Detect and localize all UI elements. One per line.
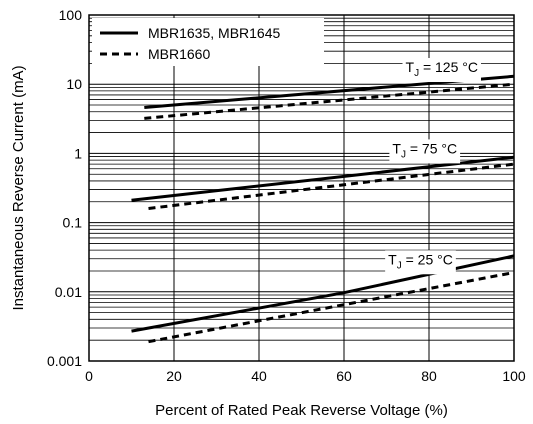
- legend-label: MBR1635, MBR1645: [148, 25, 281, 41]
- x-tick-label: 100: [502, 368, 526, 384]
- y-tick-label: 0.001: [47, 353, 82, 369]
- series-line-solid-25c: [131, 254, 515, 333]
- x-tick-label: 40: [251, 368, 267, 384]
- series-group: [131, 74, 515, 344]
- legend-box: [92, 18, 324, 66]
- annotation-text: TJ = 75 °C: [392, 140, 457, 160]
- temperature-annotation: TJ = 125 °C: [402, 58, 481, 83]
- x-tick-label: 20: [166, 368, 182, 384]
- y-tick-label: 100: [59, 7, 83, 23]
- y-tick-label: 10: [66, 76, 82, 92]
- annotations: TJ = 125 °C TJ = 75 °C TJ = 25 °C: [385, 58, 481, 275]
- x-tick-label: 60: [336, 368, 352, 384]
- y-axis-label: Instantaneous Reverse Current (mA): [10, 65, 27, 310]
- plot-frame: [88, 14, 515, 362]
- x-tick-label: 0: [85, 368, 93, 384]
- series-line-dashed-125c: [144, 82, 515, 120]
- y-tick-label: 0.1: [63, 215, 83, 231]
- x-axis-label: Percent of Rated Peak Reverse Voltage (%…: [155, 402, 448, 419]
- legend: MBR1635, MBR1645 MBR1660: [92, 18, 324, 66]
- annotation-text: TJ = 125 °C: [406, 59, 478, 79]
- series-line-solid-75c: [131, 155, 515, 202]
- legend-label: MBR1660: [148, 46, 210, 62]
- series-line-dashed-25c: [148, 271, 515, 344]
- y-tick-label: 0.01: [55, 284, 82, 300]
- temperature-annotation: TJ = 25 °C: [385, 250, 456, 275]
- y-tick-label: 1: [74, 145, 82, 161]
- tick-labels: 0 20 40 60 80 100 0.001 0.01 0.1 1 10 100: [47, 7, 526, 384]
- temperature-annotation: TJ = 75 °C: [389, 139, 461, 164]
- series-line-dashed-75c: [148, 162, 515, 210]
- annotation-text: TJ = 25 °C: [388, 251, 453, 271]
- x-tick-label: 80: [421, 368, 437, 384]
